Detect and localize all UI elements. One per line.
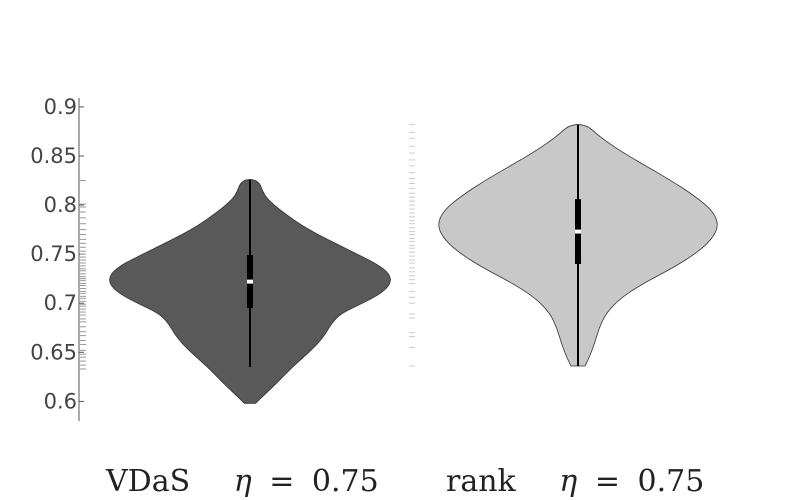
group-label-vdas: VDaS η = 0.75 (105, 464, 379, 499)
y-tick-label: 0.75 (30, 242, 77, 266)
y-tick-label: 0.7 (44, 291, 77, 315)
y-tick-label: 0.8 (44, 193, 77, 217)
group-label-rank: rank η = 0.75 (446, 464, 704, 499)
rug-plots (80, 124, 415, 370)
median-marker (575, 229, 581, 234)
y-axis: 0.6 0.65 0.7 0.75 0.8 0.85 0.9 (30, 95, 84, 421)
y-tick-label: 0.65 (30, 340, 77, 364)
y-tick-label: 0.85 (30, 144, 77, 168)
y-tick-label: 0.9 (44, 95, 77, 119)
violins (109, 124, 718, 404)
median-marker (247, 279, 253, 284)
y-tick-label: 0.6 (44, 389, 77, 413)
